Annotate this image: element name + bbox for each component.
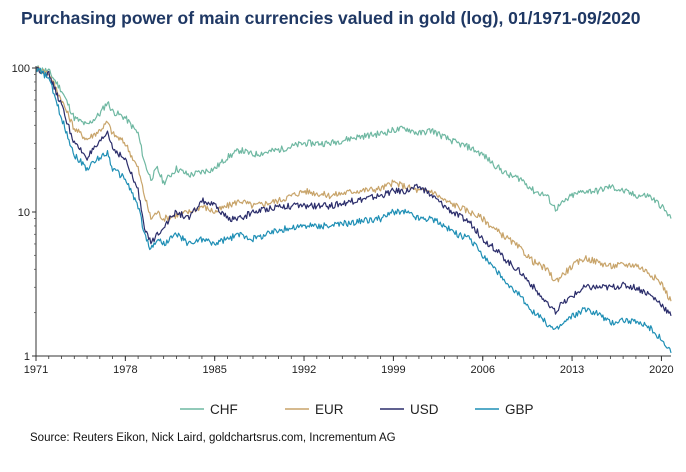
x-tick-label: 2020 <box>649 364 673 376</box>
chart-title: Purchasing power of main currencies valu… <box>21 8 641 28</box>
x-tick-label: 1992 <box>292 364 316 376</box>
y-tick-label: 100 <box>12 63 30 75</box>
y-tick-label: 1 <box>24 351 30 363</box>
series-layer <box>35 65 672 354</box>
y-tick-label: 10 <box>18 207 30 219</box>
legend-label: CHF <box>210 402 238 417</box>
x-tick-label: 1971 <box>24 364 48 376</box>
legend-item-gbp: GBP <box>475 402 534 417</box>
series-line-usd <box>35 66 672 317</box>
series-line-eur <box>35 66 672 302</box>
x-tick-label: 2006 <box>470 364 494 376</box>
source-note: Source: Reuters Eikon, Nick Laird, goldc… <box>30 432 396 444</box>
legend-label: GBP <box>505 402 534 417</box>
legend-label: EUR <box>315 402 344 417</box>
series-line-chf <box>35 65 672 219</box>
series-line-gbp <box>35 67 672 354</box>
x-tick-label: 2013 <box>560 364 584 376</box>
x-tick-label: 1999 <box>381 364 405 376</box>
legend-item-eur: EUR <box>285 402 344 417</box>
legend-item-chf: CHF <box>180 402 238 417</box>
axis-layer: 1 10 100 1971 1978 1985 1992 1999 2006 2013 2020 <box>12 63 674 376</box>
legend-label: USD <box>410 402 439 417</box>
x-tick-label: 1985 <box>202 364 226 376</box>
legend-item-usd: USD <box>380 402 439 417</box>
legend: CHF EUR USD GBP <box>180 402 534 417</box>
x-tick-label: 1978 <box>113 364 137 376</box>
